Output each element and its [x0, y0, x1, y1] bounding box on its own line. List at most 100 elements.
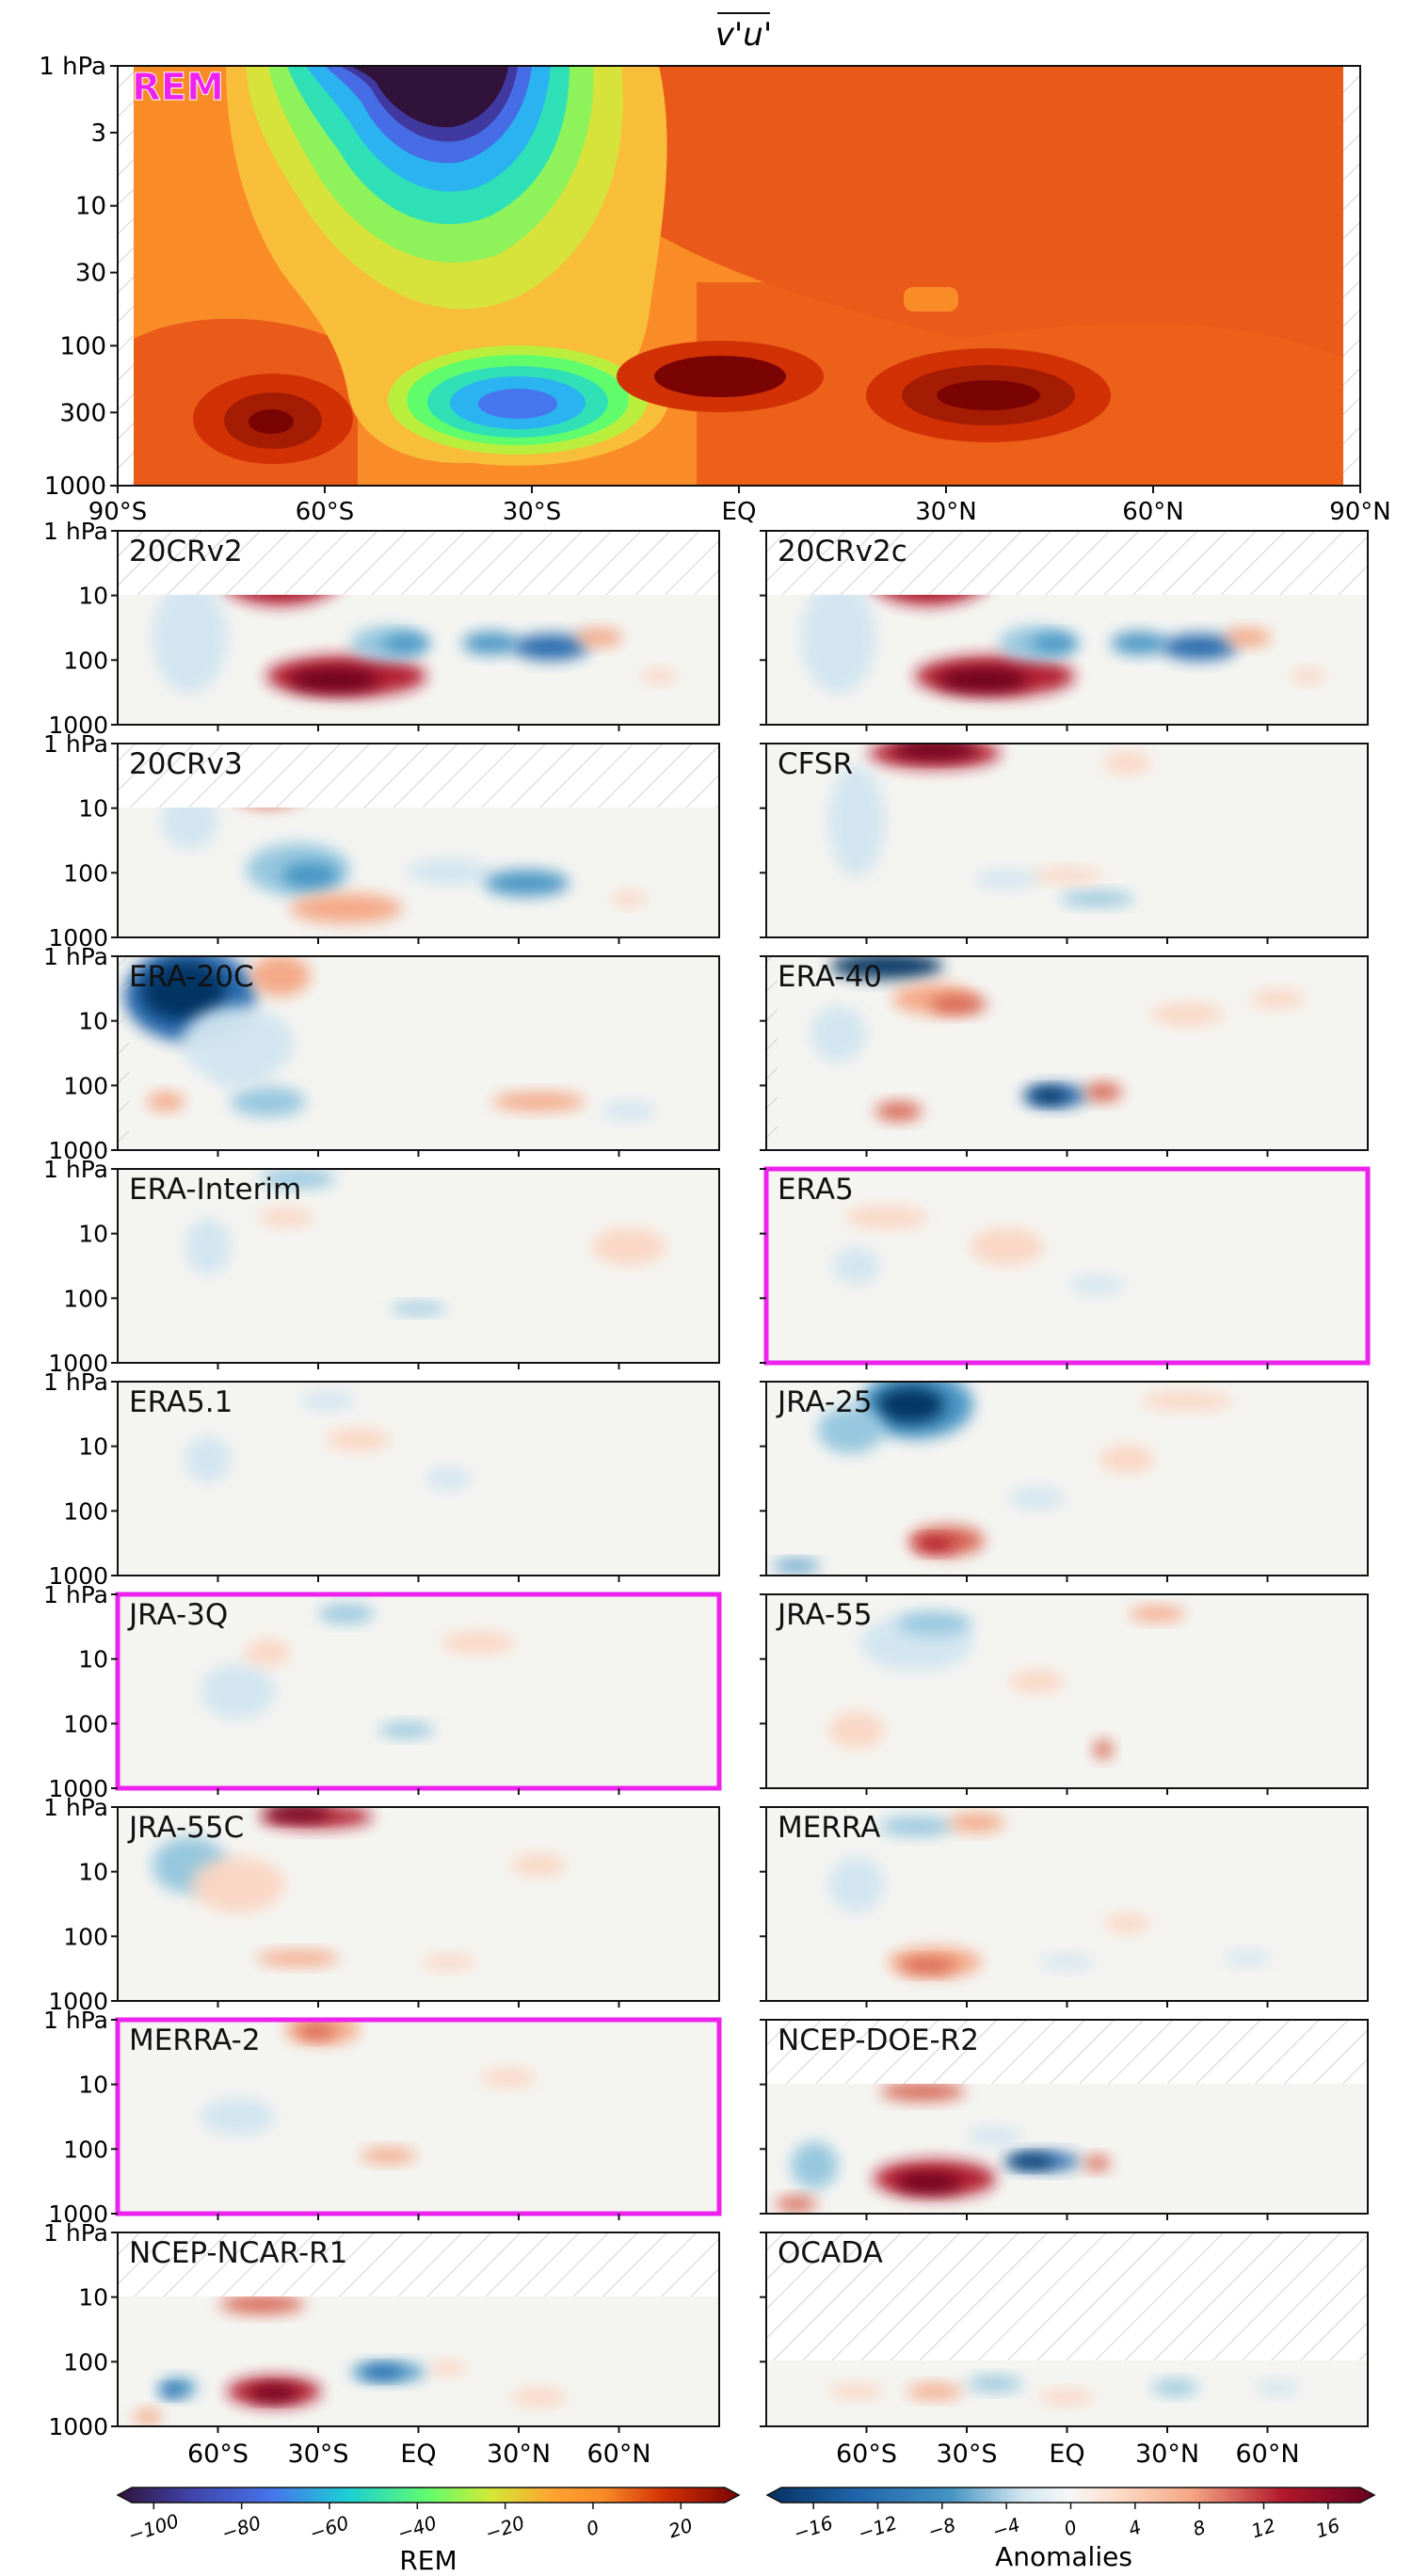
rem-x-tick-label: 60°S: [296, 498, 355, 526]
anomaly-blob: [1059, 890, 1135, 906]
panel-y-tick-label: 10: [78, 795, 108, 823]
panel-field: [766, 2020, 1368, 2212]
anomaly-blob: [874, 1101, 923, 1121]
colorbar-tick-label: −100: [125, 2509, 182, 2547]
anomaly-blob: [969, 1227, 1045, 1266]
anomaly-blob: [1083, 1082, 1122, 1102]
rem-x-tick-label: 30°S: [503, 498, 562, 526]
anomaly-blob: [260, 1169, 336, 1189]
anomaly-blob: [200, 2098, 276, 2136]
panel-y-tick-label: 10: [78, 2072, 108, 2099]
anomaly-blob: [1038, 1954, 1096, 1970]
rem-x-tick-label: 90°N: [1329, 498, 1391, 526]
panel-y-tick-label: 1000: [48, 1137, 108, 1164]
anomaly-blob: [1162, 633, 1238, 661]
colorbar-tick-label: −60: [307, 2511, 352, 2545]
colorbar-tick-label: −12: [855, 2511, 900, 2545]
anomaly-blob: [827, 764, 885, 878]
panel-label: MERRA-2: [129, 2024, 261, 2057]
panel-y-tick-label: 1000: [48, 1775, 108, 1802]
panel-label: OCADA: [778, 2236, 883, 2270]
anomaly-blob: [827, 2383, 885, 2399]
anomaly-blob: [441, 1631, 517, 1655]
anomaly-blob: [1149, 1002, 1226, 1026]
anomaly-blob: [513, 633, 589, 661]
anomaly-blob: [265, 1807, 331, 1821]
colorbar-tick-label: 20: [666, 2514, 696, 2543]
panel-label: JRA-25: [776, 1385, 873, 1419]
anomaly-blob: [878, 1816, 955, 1836]
missing-hatch: [118, 2232, 719, 2296]
colorbar-tick-label: −20: [483, 2511, 528, 2545]
missing-hatch-edge: [118, 956, 129, 1150]
panel-jra-55: JRA-55: [760, 1593, 1369, 1795]
panel-ocada: OCADA 60°S 30°S EQ 30°N 60°N: [760, 2232, 1369, 2469]
panel-y-tick-label: 10: [78, 1433, 108, 1461]
rem-x-axis: 90°S 60°S 30°S EQ 30°N 60°N 90°N: [88, 486, 1391, 526]
panel-20crv3: 20CRv3 1 hPa 10 100 1000: [43, 730, 720, 952]
anomaly-blob: [1103, 751, 1151, 775]
panel-y-tick-label: 10: [78, 1859, 108, 1886]
anomaly-blob: [800, 581, 876, 695]
panel-label: ERA-Interim: [129, 1173, 301, 1207]
anomaly-blob: [219, 2295, 305, 2314]
rem-light-patch: [904, 287, 958, 312]
colorbar-tick-label: 16: [1313, 2514, 1343, 2543]
anomaly-blob: [255, 1950, 341, 1966]
panel-y-tick-label: 1 hPa: [43, 1368, 108, 1396]
anomaly-blob: [1008, 1486, 1066, 1510]
anomaly-blob: [230, 1086, 306, 1117]
anomaly-blob: [147, 1092, 185, 1112]
anomaly-blob: [244, 1639, 292, 1666]
anomaly-blob: [966, 2126, 1023, 2146]
panel-x-tick-label: 30°S: [937, 2440, 998, 2469]
colorbar-rem-bar: [116, 2487, 741, 2504]
panel-y-tick-label: 1000: [48, 2413, 108, 2440]
panel-y-tick-label: 100: [63, 1072, 108, 1099]
panel-y-tick-label: 10: [78, 2284, 108, 2312]
panel-field: [118, 744, 719, 924]
rem-max-nh-core: [937, 380, 1040, 410]
panel-label: NCEP-DOE-R2: [778, 2024, 979, 2057]
panel-y-tick-label: 100: [63, 2136, 108, 2163]
panel-background: [766, 956, 1368, 1150]
panel-field: [827, 1813, 1272, 1977]
anomaly-blob: [361, 2365, 404, 2379]
anomaly-blob: [900, 1958, 957, 1974]
anomaly-blob: [200, 1663, 276, 1720]
panel-era-40: ERA-40: [760, 955, 1369, 1157]
panel-jra-55c: JRA-55C 1 hPa 10 100 1000: [43, 1794, 720, 2015]
colorbar-tick-label: 4: [1126, 2516, 1145, 2541]
anomaly-blob: [1068, 1275, 1126, 1295]
panel-y-tick-label: 1000: [48, 1988, 108, 2015]
panel-y-tick-label: 100: [63, 647, 108, 674]
panel-x-tick-label: 30°N: [487, 2440, 551, 2469]
rem-max-eq-core: [654, 356, 786, 397]
panel-era-20c: ERA-20C 1 hPa 10 100 1000: [43, 943, 720, 1164]
anomaly-blob: [325, 1428, 392, 1451]
chart-title: v'u': [715, 16, 772, 54]
anomaly-blob: [876, 1385, 945, 1424]
panel-y-tick-label: 1 hPa: [43, 730, 108, 758]
panel-y-tick-label: 1 hPa: [43, 1156, 108, 1183]
panel-label: JRA-55: [776, 1598, 873, 1632]
panel-20crv2: 20CRv2 1 hPa 10 100 1000: [43, 518, 720, 739]
panel-field: [766, 956, 1307, 1150]
rem-panel-label: REM: [132, 66, 224, 109]
anomaly-blob: [510, 1853, 568, 1877]
anomaly-blob: [591, 1227, 667, 1266]
rem-y-tick-label: 3: [90, 120, 106, 148]
panel-field: [118, 2232, 719, 2424]
panel-field: [200, 2020, 538, 2164]
anomaly-blob: [913, 1537, 955, 1553]
colorbar-rem-label: REM: [399, 2545, 457, 2576]
anomaly-blob: [382, 633, 430, 653]
anomaly-blob: [1151, 2379, 1199, 2395]
panel-era5-1: ERA5.1 1 hPa 10 100 1000: [43, 1368, 720, 1590]
anomaly-blob: [1111, 632, 1168, 655]
anomaly-blob: [791, 2141, 839, 2189]
panel-field: [184, 1391, 473, 1490]
anomaly-blob: [317, 1604, 375, 1624]
panel-x-tick-label: 60°N: [1235, 2440, 1299, 2469]
colorbar-tick-label: 0: [584, 2516, 602, 2541]
